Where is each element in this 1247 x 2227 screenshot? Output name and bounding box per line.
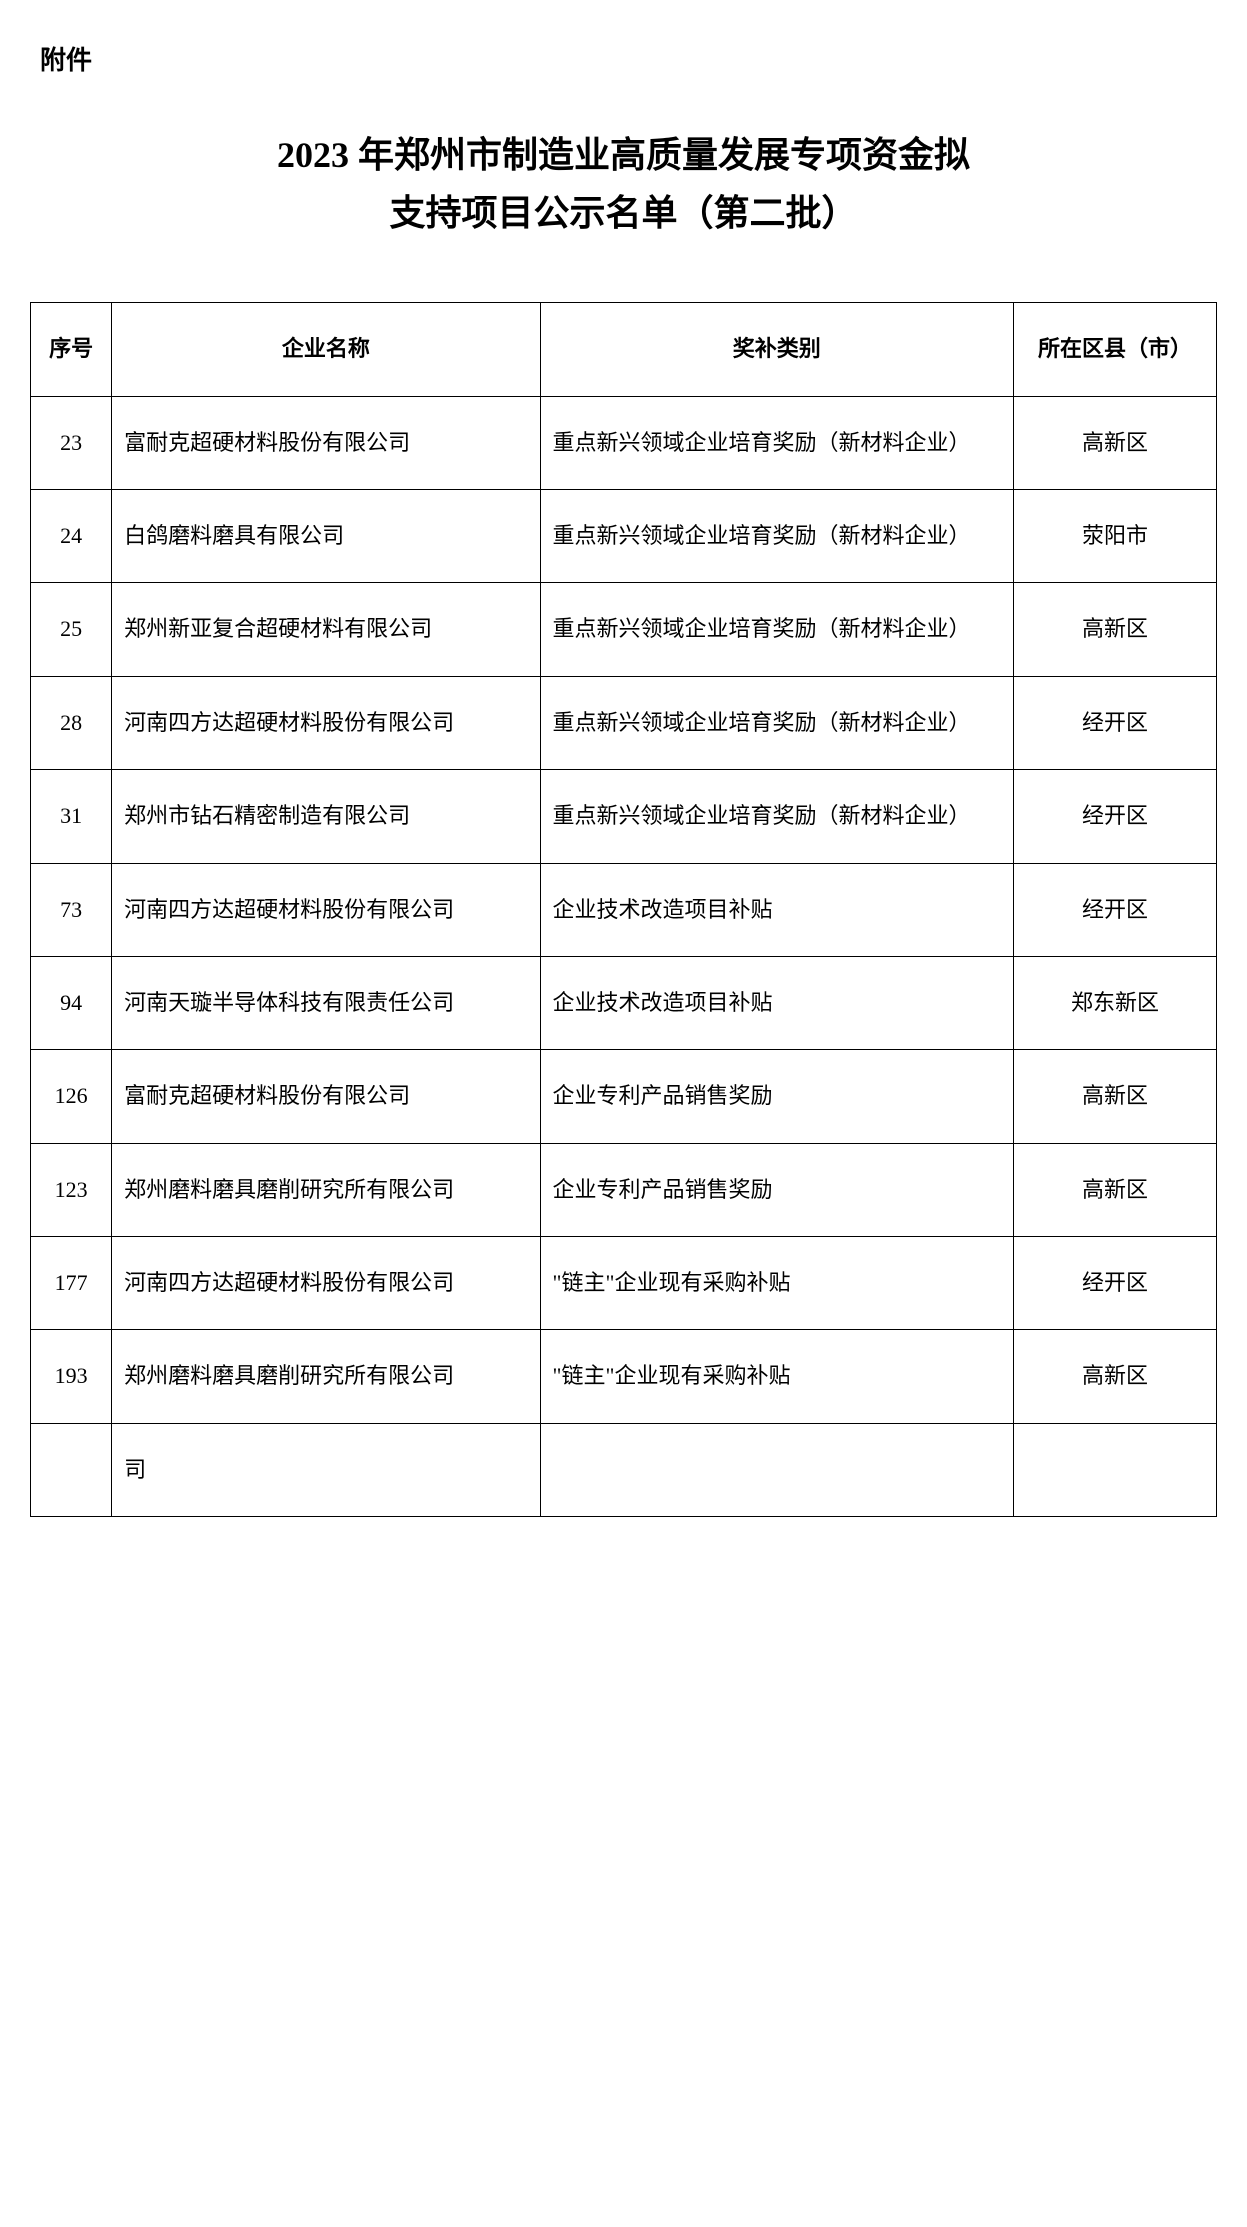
table-row: 94河南天璇半导体科技有限责任公司企业技术改造项目补贴郑东新区 [31, 956, 1217, 1049]
cell-company: 河南四方达超硬材料股份有限公司 [112, 676, 540, 769]
table-row: 31郑州市钻石精密制造有限公司重点新兴领域企业培育奖励（新材料企业）经开区 [31, 770, 1217, 863]
cell-company: 河南四方达超硬材料股份有限公司 [112, 863, 540, 956]
cell-company: 郑州市钻石精密制造有限公司 [112, 770, 540, 863]
cell-seq: 24 [31, 489, 112, 582]
cell-category: 企业技术改造项目补贴 [540, 956, 1013, 1049]
table-row: 司 [31, 1423, 1217, 1516]
table-row: 126富耐克超硬材料股份有限公司企业专利产品销售奖励高新区 [31, 1050, 1217, 1143]
cell-district: 高新区 [1014, 1330, 1217, 1423]
table-row: 177河南四方达超硬材料股份有限公司"链主"企业现有采购补贴经开区 [31, 1237, 1217, 1330]
cell-district: 高新区 [1014, 583, 1217, 676]
cell-category [540, 1423, 1013, 1516]
cell-seq: 25 [31, 583, 112, 676]
cell-district: 郑东新区 [1014, 956, 1217, 1049]
cell-company: 郑州磨料磨具磨削研究所有限公司 [112, 1330, 540, 1423]
table-row: 28河南四方达超硬材料股份有限公司重点新兴领域企业培育奖励（新材料企业）经开区 [31, 676, 1217, 769]
attachment-label: 附件 [40, 40, 1217, 77]
table-row: 73河南四方达超硬材料股份有限公司企业技术改造项目补贴经开区 [31, 863, 1217, 956]
table-header-row: 序号 企业名称 奖补类别 所在区县（市） [31, 303, 1217, 396]
cell-seq: 23 [31, 396, 112, 489]
cell-company: 富耐克超硬材料股份有限公司 [112, 1050, 540, 1143]
cell-seq [31, 1423, 112, 1516]
cell-category: 重点新兴领域企业培育奖励（新材料企业） [540, 676, 1013, 769]
cell-company: 司 [112, 1423, 540, 1516]
cell-district [1014, 1423, 1217, 1516]
cell-district: 高新区 [1014, 1050, 1217, 1143]
table-row: 123郑州磨料磨具磨削研究所有限公司企业专利产品销售奖励高新区 [31, 1143, 1217, 1236]
cell-category: "链主"企业现有采购补贴 [540, 1237, 1013, 1330]
table-row: 193郑州磨料磨具磨削研究所有限公司"链主"企业现有采购补贴高新区 [31, 1330, 1217, 1423]
cell-company: 郑州新亚复合超硬材料有限公司 [112, 583, 540, 676]
cell-company: 富耐克超硬材料股份有限公司 [112, 396, 540, 489]
cell-district: 经开区 [1014, 676, 1217, 769]
header-company: 企业名称 [112, 303, 540, 396]
cell-district: 高新区 [1014, 396, 1217, 489]
title-line-1: 2023 年郑州市制造业高质量发展专项资金拟 [277, 135, 970, 175]
table-row: 25郑州新亚复合超硬材料有限公司重点新兴领域企业培育奖励（新材料企业）高新区 [31, 583, 1217, 676]
cell-district: 经开区 [1014, 1237, 1217, 1330]
cell-district: 经开区 [1014, 863, 1217, 956]
cell-category: 企业专利产品销售奖励 [540, 1143, 1013, 1236]
cell-category: 重点新兴领域企业培育奖励（新材料企业） [540, 770, 1013, 863]
title-line-2: 支持项目公示名单（第二批） [389, 193, 857, 233]
cell-company: 郑州磨料磨具磨削研究所有限公司 [112, 1143, 540, 1236]
cell-category: 企业技术改造项目补贴 [540, 863, 1013, 956]
header-district: 所在区县（市） [1014, 303, 1217, 396]
cell-company: 河南天璇半导体科技有限责任公司 [112, 956, 540, 1049]
table-row: 24白鸽磨料磨具有限公司重点新兴领域企业培育奖励（新材料企业）荥阳市 [31, 489, 1217, 582]
header-category: 奖补类别 [540, 303, 1013, 396]
cell-district: 经开区 [1014, 770, 1217, 863]
cell-district: 高新区 [1014, 1143, 1217, 1236]
cell-seq: 193 [31, 1330, 112, 1423]
cell-company: 河南四方达超硬材料股份有限公司 [112, 1237, 540, 1330]
cell-category: "链主"企业现有采购补贴 [540, 1330, 1013, 1423]
table-row: 23富耐克超硬材料股份有限公司重点新兴领域企业培育奖励（新材料企业）高新区 [31, 396, 1217, 489]
cell-seq: 31 [31, 770, 112, 863]
project-list-table: 序号 企业名称 奖补类别 所在区县（市） 23富耐克超硬材料股份有限公司重点新兴… [30, 302, 1217, 1517]
cell-seq: 73 [31, 863, 112, 956]
cell-seq: 177 [31, 1237, 112, 1330]
cell-company: 白鸽磨料磨具有限公司 [112, 489, 540, 582]
cell-category: 重点新兴领域企业培育奖励（新材料企业） [540, 396, 1013, 489]
cell-category: 企业专利产品销售奖励 [540, 1050, 1013, 1143]
cell-seq: 126 [31, 1050, 112, 1143]
document-title: 2023 年郑州市制造业高质量发展专项资金拟 支持项目公示名单（第二批） [30, 127, 1217, 242]
cell-seq: 28 [31, 676, 112, 769]
cell-category: 重点新兴领域企业培育奖励（新材料企业） [540, 583, 1013, 676]
header-seq: 序号 [31, 303, 112, 396]
cell-seq: 123 [31, 1143, 112, 1236]
cell-district: 荥阳市 [1014, 489, 1217, 582]
cell-seq: 94 [31, 956, 112, 1049]
cell-category: 重点新兴领域企业培育奖励（新材料企业） [540, 489, 1013, 582]
